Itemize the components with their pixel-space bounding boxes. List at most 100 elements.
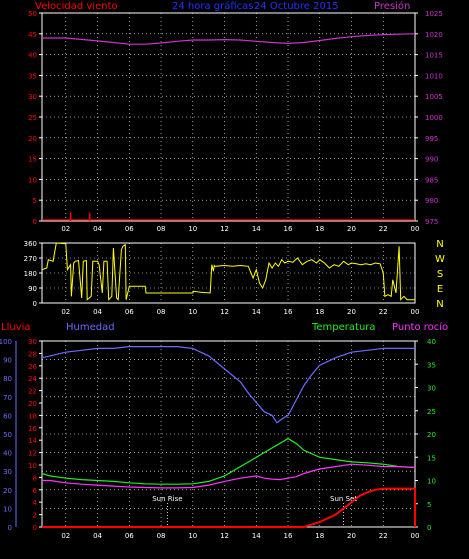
rain-line xyxy=(42,487,416,528)
compass-label: N xyxy=(436,299,443,310)
y-tick-label-rain: 2 xyxy=(33,512,37,520)
wind-direction-line xyxy=(41,242,415,301)
y-tick-label-pressure: 1005 xyxy=(425,93,443,101)
y-tick-label-pressure: 980 xyxy=(425,197,438,205)
x-tick-label: 14 xyxy=(252,308,261,316)
x-tick-label: 06 xyxy=(125,225,134,233)
dew-point-line xyxy=(42,463,416,489)
y-tick-label-humidity: 90 xyxy=(3,357,12,365)
x-tick-label: 20 xyxy=(347,532,356,540)
y-tick-label-temperature: 0 xyxy=(427,524,431,532)
compass-label: E xyxy=(437,284,443,295)
x-tick-label: 08 xyxy=(157,225,166,233)
x-tick-label: 22 xyxy=(379,225,388,233)
y-tick-label-direction: 180 xyxy=(24,270,37,278)
x-tick-label: 18 xyxy=(315,225,324,233)
y-tick-label-rain: 4 xyxy=(33,499,38,507)
y-tick-label-rain: 0 xyxy=(33,524,37,532)
y-tick-label-temperature: 10 xyxy=(427,478,436,486)
y-tick-label-temperature: 15 xyxy=(427,454,436,462)
y-tick-label-temperature: 30 xyxy=(427,385,436,393)
y-tick-label-rain: 8 xyxy=(33,474,37,482)
x-tick-label: 12 xyxy=(220,225,229,233)
x-tick-label: 02 xyxy=(61,532,70,540)
y-tick-label-pressure: 975 xyxy=(425,218,438,226)
y-tick-label-rain: 10 xyxy=(28,462,37,470)
x-tick-label: 18 xyxy=(315,308,324,316)
x-tick-label: 14 xyxy=(252,532,261,540)
x-tick-label: 20 xyxy=(347,225,356,233)
sun-set-label: Sun Set xyxy=(330,495,357,503)
y-tick-label-rain: 12 xyxy=(28,450,37,458)
title-dew-point: Punto rocío xyxy=(392,321,448,333)
y-tick-label-wind: 35 xyxy=(28,72,37,80)
y-tick-label-wind: 10 xyxy=(28,176,37,184)
chart-panels: 02 04 06 08 10 12 14 16 18 20 22 000510152025303540… xyxy=(0,10,445,540)
y-tick-label-direction: 0 xyxy=(33,300,37,308)
y-tick-label-wind: 25 xyxy=(28,114,37,122)
x-tick-label: 16 xyxy=(284,308,293,316)
title-rain: Lluvia xyxy=(1,322,31,333)
y-tick-label-wind: 5 xyxy=(33,197,37,205)
x-tick-label: 08 xyxy=(157,308,166,316)
y-tick-label-pressure: 995 xyxy=(425,135,438,143)
y-tick-label-wind: 50 xyxy=(28,10,37,18)
y-tick-label-humidity: 100 xyxy=(0,338,12,346)
x-tick-label: 06 xyxy=(125,532,134,540)
y-tick-label-rain: 18 xyxy=(28,412,37,420)
y-tick-label-rain: 24 xyxy=(28,375,37,383)
y-tick-label-pressure: 1015 xyxy=(425,52,443,60)
y-tick-label-humidity: 30 xyxy=(3,468,12,476)
y-tick-label-rain: 28 xyxy=(28,350,37,358)
y-tick-label-direction: 360 xyxy=(24,240,37,248)
y-tick-label-rain: 14 xyxy=(28,437,37,445)
compass-label: S xyxy=(437,269,443,280)
x-tick-label: 00 xyxy=(411,225,420,233)
y-tick-label-rain: 26 xyxy=(28,363,37,371)
title-date: 24 Octubre 2015 xyxy=(254,1,339,12)
y-tick-label-direction: 270 xyxy=(24,255,37,263)
pressure-line xyxy=(42,33,416,45)
x-tick-label: 06 xyxy=(125,308,134,316)
compass-label: N xyxy=(436,239,443,250)
y-tick-label-rain: 6 xyxy=(33,487,38,495)
x-tick-label: 12 xyxy=(220,532,229,540)
y-tick-label-pressure: 985 xyxy=(425,176,438,184)
y-tick-label-wind: 40 xyxy=(28,52,37,60)
title-wind-speed: Velocidad viento xyxy=(35,1,118,12)
y-tick-label-humidity: 40 xyxy=(3,450,12,458)
title-pressure: Presión xyxy=(374,0,410,12)
y-tick-label-pressure: 1025 xyxy=(425,10,443,18)
y-tick-label-humidity: 70 xyxy=(3,394,12,402)
x-tick-label: 10 xyxy=(188,308,197,316)
y-tick-label-humidity: 0 xyxy=(8,524,12,532)
y-tick-label-temperature: 25 xyxy=(427,408,436,416)
x-tick-label: 00 xyxy=(411,308,420,316)
y-tick-label-pressure: 1020 xyxy=(425,31,443,39)
title-period: 24 hora gráficas xyxy=(172,0,254,12)
x-tick-label: 04 xyxy=(93,225,102,233)
x-tick-label: 10 xyxy=(188,225,197,233)
y-tick-label-wind: 15 xyxy=(28,156,37,164)
x-tick-label: 18 xyxy=(315,532,324,540)
x-tick-label: 10 xyxy=(188,532,197,540)
x-tick-label: 20 xyxy=(347,308,356,316)
compass-label: W xyxy=(435,254,445,265)
x-tick-label: 22 xyxy=(379,308,388,316)
x-tick-label: 16 xyxy=(284,532,293,540)
y-tick-label-temperature: 40 xyxy=(427,338,436,346)
temperature-line xyxy=(41,437,416,485)
y-tick-label-pressure: 1010 xyxy=(425,72,443,80)
x-tick-label: 14 xyxy=(252,225,261,233)
y-tick-label-temperature: 35 xyxy=(427,361,436,369)
y-tick-label-wind: 0 xyxy=(33,218,37,226)
y-tick-label-pressure: 1000 xyxy=(425,114,443,122)
title-temperature: Temperatura xyxy=(311,322,376,333)
y-tick-label-rain: 30 xyxy=(28,338,37,346)
y-tick-label-humidity: 80 xyxy=(3,375,12,383)
y-tick-label-wind: 30 xyxy=(28,93,37,101)
x-tick-label: 12 xyxy=(220,308,229,316)
y-tick-label-direction: 90 xyxy=(28,285,37,293)
